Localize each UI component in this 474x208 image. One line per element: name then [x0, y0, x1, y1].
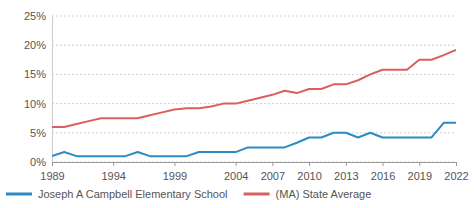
grid-line — [52, 16, 456, 17]
x-tick: 1989 — [40, 162, 64, 182]
x-tick-mark — [383, 162, 384, 166]
x-tick: 2022 — [444, 162, 468, 182]
x-tick-label: 2016 — [371, 170, 395, 182]
x-tick: 2007 — [261, 162, 285, 182]
y-tick: 20% — [24, 39, 52, 51]
y-tick-label: 15% — [24, 68, 46, 80]
x-tick: 2016 — [371, 162, 395, 182]
grid-line — [52, 45, 456, 46]
grid-line — [52, 132, 456, 133]
x-tick: 2013 — [334, 162, 358, 182]
legend-swatch — [6, 193, 32, 196]
grid — [52, 16, 456, 162]
x-tick-mark — [113, 162, 114, 166]
x-tick-label: 2013 — [334, 170, 358, 182]
x-tick-mark — [272, 162, 273, 166]
x-tick-label: 1994 — [101, 170, 125, 182]
x-tick: 2019 — [408, 162, 432, 182]
x-tick-mark — [309, 162, 310, 166]
x-tick: 1999 — [163, 162, 187, 182]
x-tick-mark — [52, 162, 53, 166]
legend-item: (MA) State Average — [244, 188, 372, 200]
x-tick-label: 2007 — [261, 170, 285, 182]
x-tick-label: 1999 — [163, 170, 187, 182]
y-tick-label: 0% — [30, 156, 46, 168]
lines — [52, 50, 456, 156]
y-tick-label: 20% — [24, 39, 46, 51]
x-tick-label: 2010 — [297, 170, 321, 182]
x-tick-label: 1989 — [40, 170, 64, 182]
y-axis-line — [52, 17, 53, 163]
plot: 0% 5% 10% 15% 20% 25% 1989 1994 1999 2004 2007 2010… — [24, 10, 469, 182]
grid-line — [52, 74, 456, 75]
y-tick-label: 10% — [24, 98, 46, 110]
legend-item: Joseph A Campbell Elementary School — [6, 188, 228, 200]
y-tick: 5% — [30, 127, 52, 139]
x-tick-mark — [174, 162, 175, 166]
x-tick-mark — [346, 162, 347, 166]
legend-label: (MA) State Average — [276, 188, 372, 200]
y-tick: 0% — [30, 156, 52, 168]
x-tick-mark — [236, 162, 237, 166]
x-axis: 1989 1994 1999 2004 2007 2010 2013 2016 2019 2022 — [40, 162, 468, 182]
y-tick-label: 25% — [24, 10, 46, 22]
grid-line — [52, 103, 456, 104]
legend-swatch — [244, 193, 270, 196]
y-axis: 0% 5% 10% 15% 20% 25% — [24, 10, 53, 168]
y-tick: 25% — [24, 10, 52, 22]
x-tick-label: 2022 — [444, 170, 468, 182]
x-tick-mark — [419, 162, 420, 166]
x-tick-label: 2019 — [408, 170, 432, 182]
x-tick: 1994 — [101, 162, 125, 182]
x-tick: 2004 — [224, 162, 248, 182]
x-tick-mark — [456, 162, 457, 166]
legend: Joseph A Campbell Elementary School (MA) … — [6, 188, 371, 200]
y-tick: 15% — [24, 68, 52, 80]
series-line — [52, 123, 456, 156]
y-tick: 10% — [24, 98, 52, 110]
x-tick: 2010 — [297, 162, 321, 182]
y-tick-label: 5% — [30, 127, 46, 139]
legend-label: Joseph A Campbell Elementary School — [38, 188, 228, 200]
chart: 0% 5% 10% 15% 20% 25% 1989 1994 1999 2004 2007 2010… — [0, 0, 474, 208]
x-tick-label: 2004 — [224, 170, 248, 182]
x-axis-line — [53, 163, 457, 167]
series-line — [52, 50, 456, 127]
